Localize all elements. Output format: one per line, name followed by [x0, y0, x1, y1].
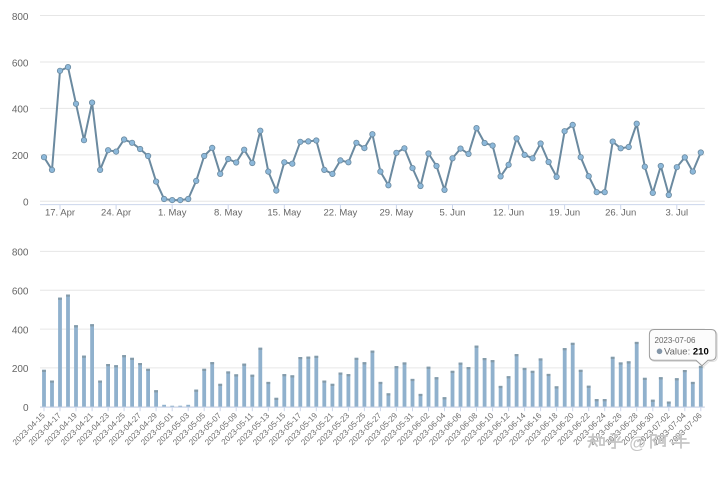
svg-text:400: 400: [12, 325, 29, 336]
svg-text:22. May: 22. May: [324, 208, 358, 219]
svg-text:Value: 210: Value: 210: [664, 347, 709, 358]
svg-text:17. Apr: 17. Apr: [45, 208, 75, 219]
svg-text:400: 400: [12, 105, 29, 116]
svg-text:600: 600: [12, 58, 29, 69]
svg-text:2023-07-06: 2023-07-06: [655, 336, 696, 345]
svg-text:800: 800: [12, 12, 29, 23]
svg-text:800: 800: [12, 248, 29, 259]
svg-text:19. Jun: 19. Jun: [549, 208, 580, 219]
svg-text:200: 200: [12, 364, 29, 375]
svg-text:0: 0: [23, 198, 29, 209]
svg-text:3. Jul: 3. Jul: [665, 208, 688, 219]
svg-text:5. Jun: 5. Jun: [440, 208, 466, 219]
svg-text:26. Jun: 26. Jun: [605, 208, 636, 219]
svg-text:24. Apr: 24. Apr: [101, 208, 131, 219]
svg-text:15. May: 15. May: [267, 208, 301, 219]
svg-text:600: 600: [12, 287, 29, 298]
svg-text:1. May: 1. May: [158, 208, 187, 219]
svg-text:0: 0: [23, 403, 29, 414]
svg-text:8. May: 8. May: [214, 208, 243, 219]
svg-text:29. May: 29. May: [380, 208, 414, 219]
svg-text:200: 200: [12, 151, 29, 162]
svg-text:12. Jun: 12. Jun: [493, 208, 524, 219]
svg-text:@: @: [629, 434, 646, 453]
